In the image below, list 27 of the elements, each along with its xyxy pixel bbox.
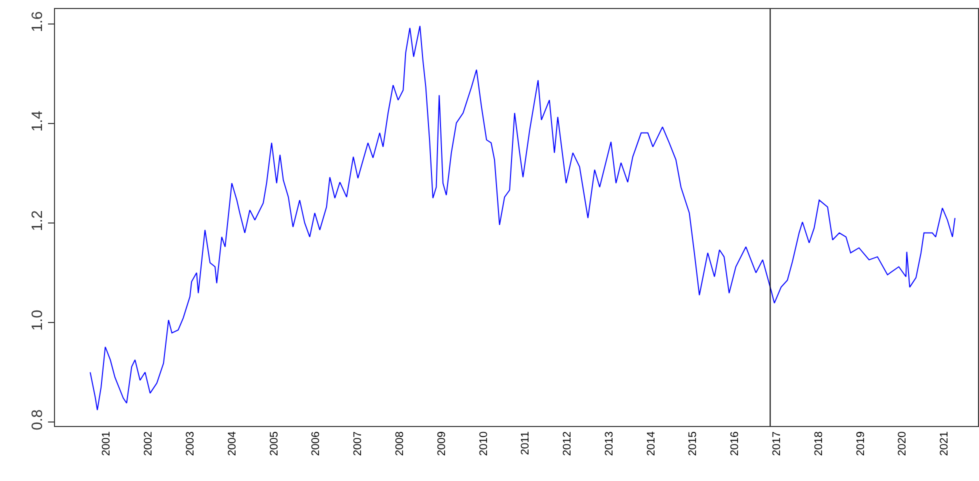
line-series <box>90 25 956 411</box>
x-tick-label: 2011 <box>520 431 532 456</box>
y-tick-label: 1.2 <box>29 210 46 232</box>
x-tick-label: 2021 <box>938 431 951 456</box>
x-tick-label: 2005 <box>268 431 280 456</box>
x-tick-label: 2007 <box>352 431 364 456</box>
y-tick-label: 1.0 <box>29 310 46 331</box>
x-tick-label: 2009 <box>436 431 448 456</box>
y-tick-label: 1.4 <box>29 110 46 132</box>
y-tick-label: 1.6 <box>29 11 46 32</box>
x-tick-label: 2019 <box>854 431 867 456</box>
x-tick-label: 2016 <box>729 431 742 456</box>
x-tick-label: 2018 <box>812 431 825 456</box>
x-tick-label: 2015 <box>687 431 700 456</box>
x-tick-label: 2001 <box>100 431 113 456</box>
x-tick-label: 2002 <box>142 431 155 456</box>
x-tick-label: 2003 <box>184 431 196 456</box>
x-tick-label: 2020 <box>896 431 909 456</box>
x-tick-label: 2008 <box>394 431 406 456</box>
x-tick-label: 2010 <box>478 431 490 456</box>
y-tick-label: 0.8 <box>29 409 46 430</box>
x-tick-label: 2012 <box>562 431 574 456</box>
x-tick-label: 2017 <box>771 431 784 456</box>
x-tick-label: 2013 <box>603 431 616 456</box>
x-tick-label: 2004 <box>226 431 238 456</box>
x-tick-label: 2006 <box>310 431 322 456</box>
x-tick-label: 2014 <box>645 431 658 456</box>
